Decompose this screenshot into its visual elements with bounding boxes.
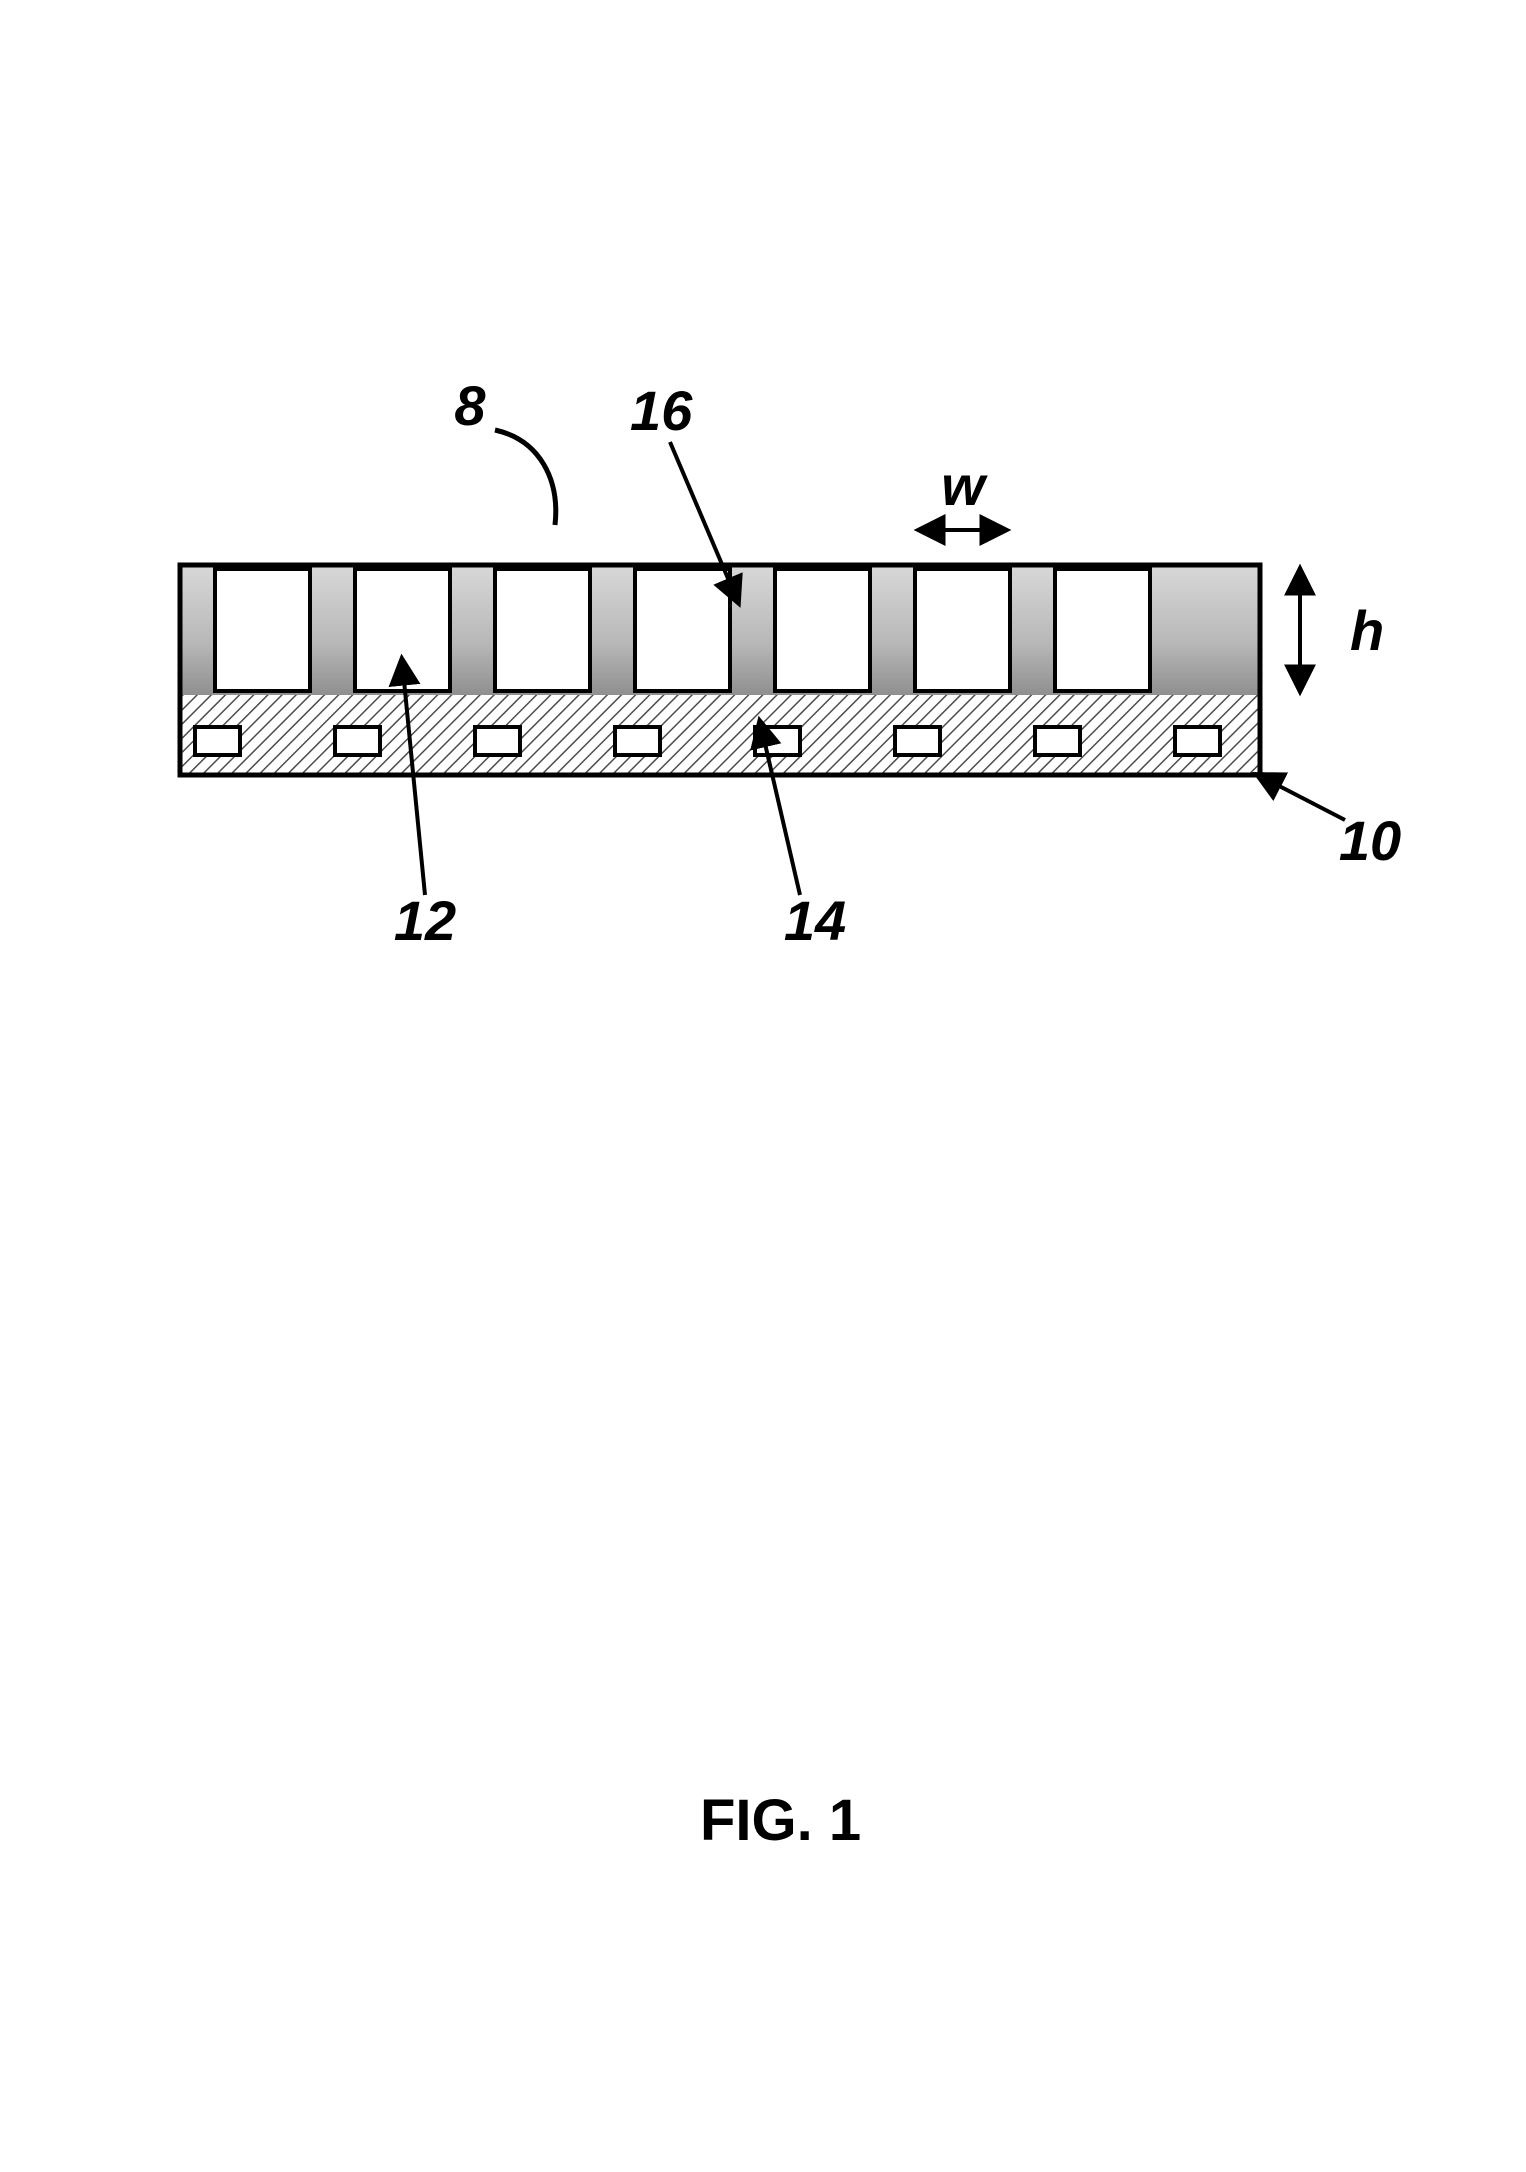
- trench-openings: [215, 569, 1150, 691]
- ref-16-label: 16: [630, 379, 693, 442]
- ref-10-label: 10: [1339, 809, 1401, 872]
- dim-h-label: h: [1350, 599, 1384, 662]
- dim-w: w: [920, 454, 1005, 530]
- substrate-strip: [180, 565, 1260, 775]
- ref-14-label: 14: [784, 889, 846, 952]
- ref-8-label: 8: [454, 374, 486, 437]
- ref-12-label: 12: [394, 889, 456, 952]
- ref-8: 8: [454, 374, 555, 525]
- ref-10: 10: [1258, 775, 1401, 872]
- dim-w-label: w: [941, 454, 988, 517]
- figure-title: FIG. 1: [700, 1788, 861, 1853]
- dim-h: h: [1300, 570, 1384, 690]
